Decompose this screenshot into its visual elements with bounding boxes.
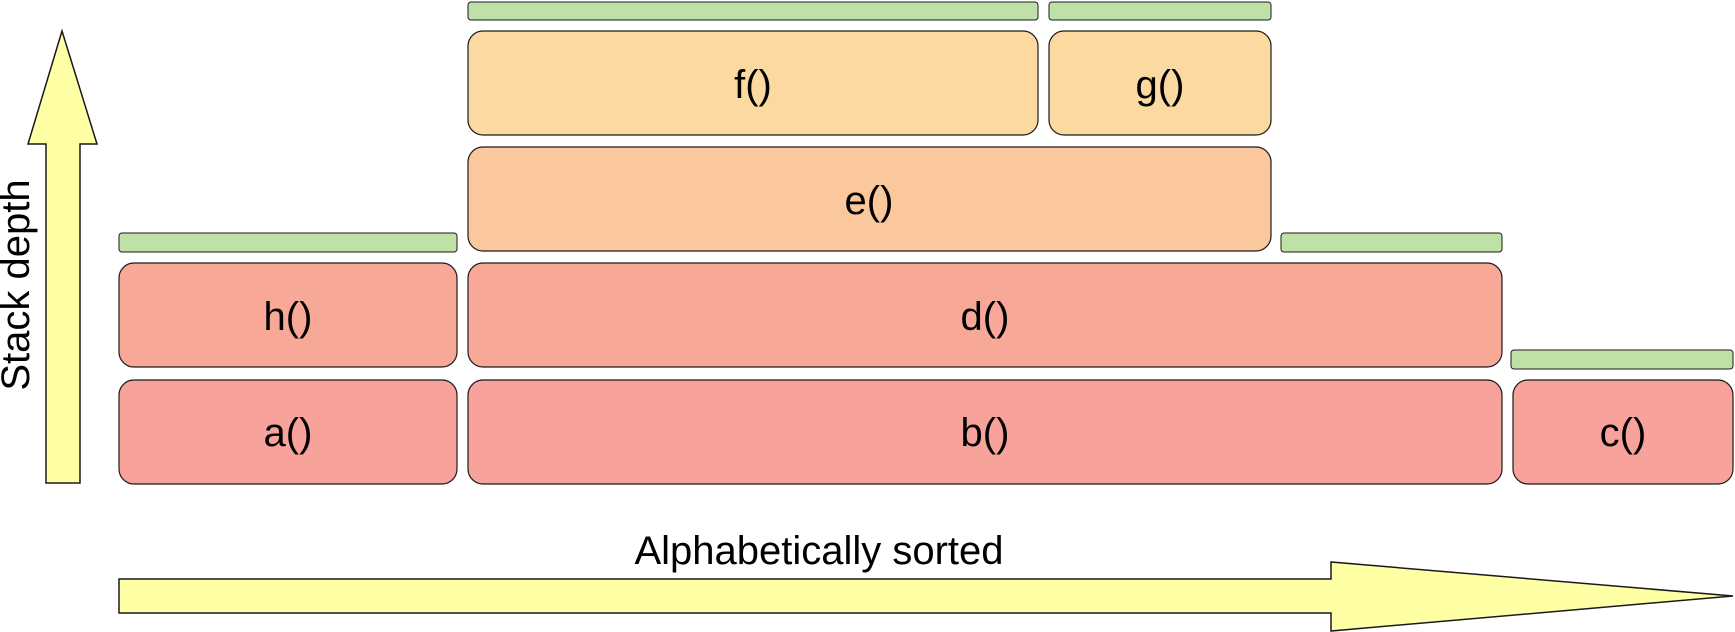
frame-label-g: g() — [1136, 63, 1185, 107]
alphabetical-arrow — [118, 561, 1734, 632]
frame-e: e() — [467, 146, 1272, 252]
self-time-bar-f — [467, 1, 1039, 21]
frame-label-b: b() — [961, 411, 1010, 455]
frame-label-d: d() — [961, 295, 1010, 339]
frame-d: d() — [467, 262, 1503, 368]
self-time-bar-g — [1048, 1, 1272, 21]
stack-depth-arrow — [26, 28, 99, 484]
frame-a: a() — [118, 379, 458, 485]
frame-f: f() — [467, 30, 1039, 136]
frame-label-h: h() — [264, 295, 313, 339]
frame-label-c: c() — [1600, 411, 1647, 455]
x-axis-label: Alphabetically sorted — [634, 529, 1003, 573]
frame-h: h() — [118, 262, 458, 368]
y-axis-label: Stack depth — [0, 179, 38, 390]
self-time-bar-c — [1510, 349, 1734, 370]
frame-b: b() — [467, 379, 1503, 485]
frame-label-e: e() — [845, 179, 894, 223]
frame-label-a: a() — [264, 411, 313, 455]
self-time-bar-h — [118, 232, 458, 253]
frame-g: g() — [1048, 30, 1272, 136]
frame-label-f: f() — [734, 63, 772, 107]
self-time-bar-d — [1280, 232, 1503, 253]
frame-c: c() — [1512, 379, 1734, 485]
